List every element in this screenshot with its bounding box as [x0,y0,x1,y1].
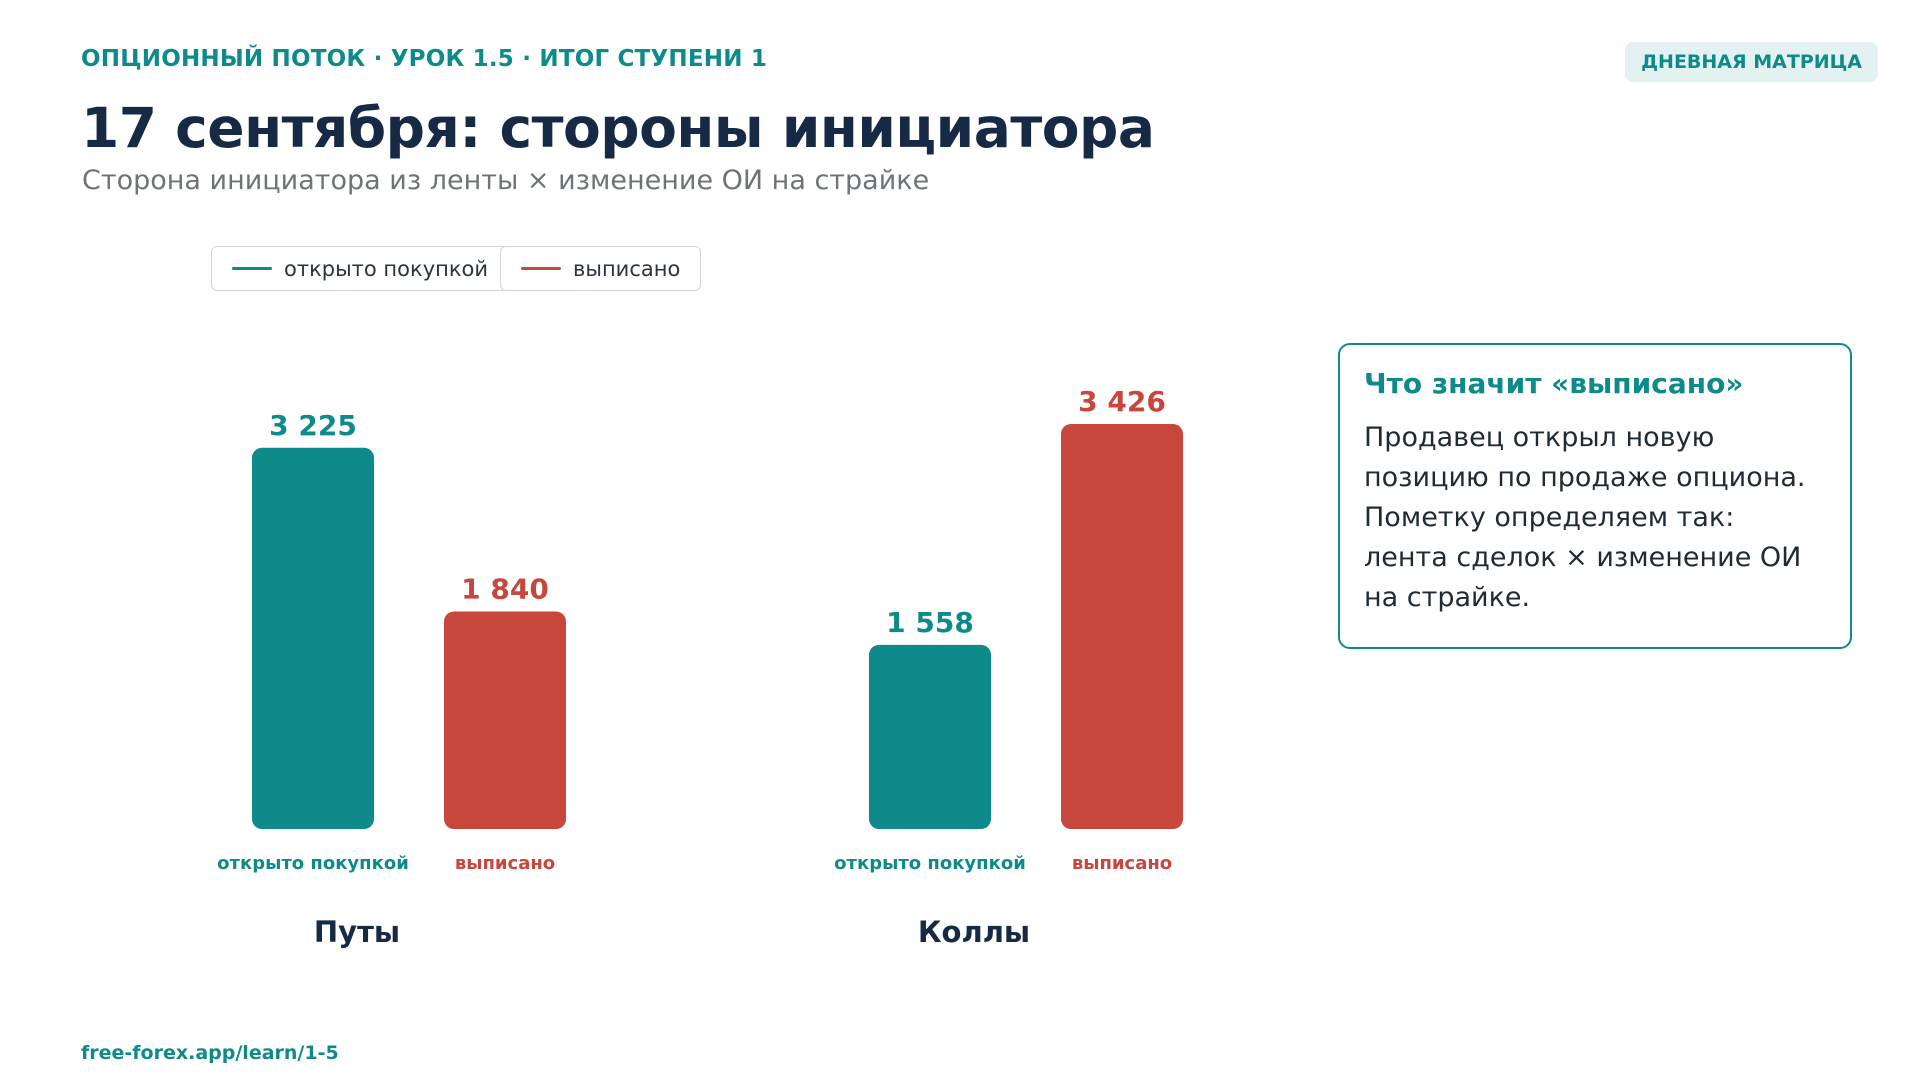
footer-url: free-forex.app/learn/1-5 [81,1042,339,1064]
bar-chart: 3 225 открыто покупкой 1 840 выписано Путы 1 … [217,385,1183,949]
bar-value-calls-buy: 1 558 [886,606,974,639]
bar-value-puts-written: 1 840 [461,572,549,605]
daily-matrix-badge: ДНЕВНАЯ МАТРИЦА [1625,42,1878,82]
legend-label-buy: открыто покупкой [284,256,489,281]
explanation-card: Что значит «выписано» Продавец открыл но… [1338,343,1852,649]
bar-puts-written [444,611,566,829]
page-title: 17 сентября: стороны инициатора [81,96,1155,160]
explanation-title: Что значит «выписано» [1364,367,1744,400]
bar-category-puts-buy: открыто покупкой [217,853,409,874]
bar-calls-buy [869,644,991,829]
explanation-body: Продавец открыл новую позицию по продаже… [1364,422,1806,613]
bar-value-puts-buy: 3 225 [269,409,357,442]
legend-item-written: выписано [500,246,702,291]
group-label-calls: Коллы [918,915,1030,949]
legend-label-written: выписано [573,256,681,281]
bar-puts-buy [252,447,374,829]
legend-swatch-buy [232,267,272,270]
group-label-puts: Путы [314,915,400,949]
bar-calls-written [1061,424,1183,829]
bar-value-calls-written: 3 426 [1078,385,1166,418]
bar-category-calls-buy: открыто покупкой [834,853,1026,874]
legend-swatch-written [521,267,561,270]
bar-category-calls-written: выписано [1072,853,1172,874]
bar-category-puts-written: выписано [455,853,555,874]
page-subtitle: Сторона инициатора из ленты × изменение … [82,165,930,196]
lesson-kicker: ОПЦИОННЫЙ ПОТОК · УРОК 1.5 · ИТОГ СТУПЕН… [81,46,768,72]
